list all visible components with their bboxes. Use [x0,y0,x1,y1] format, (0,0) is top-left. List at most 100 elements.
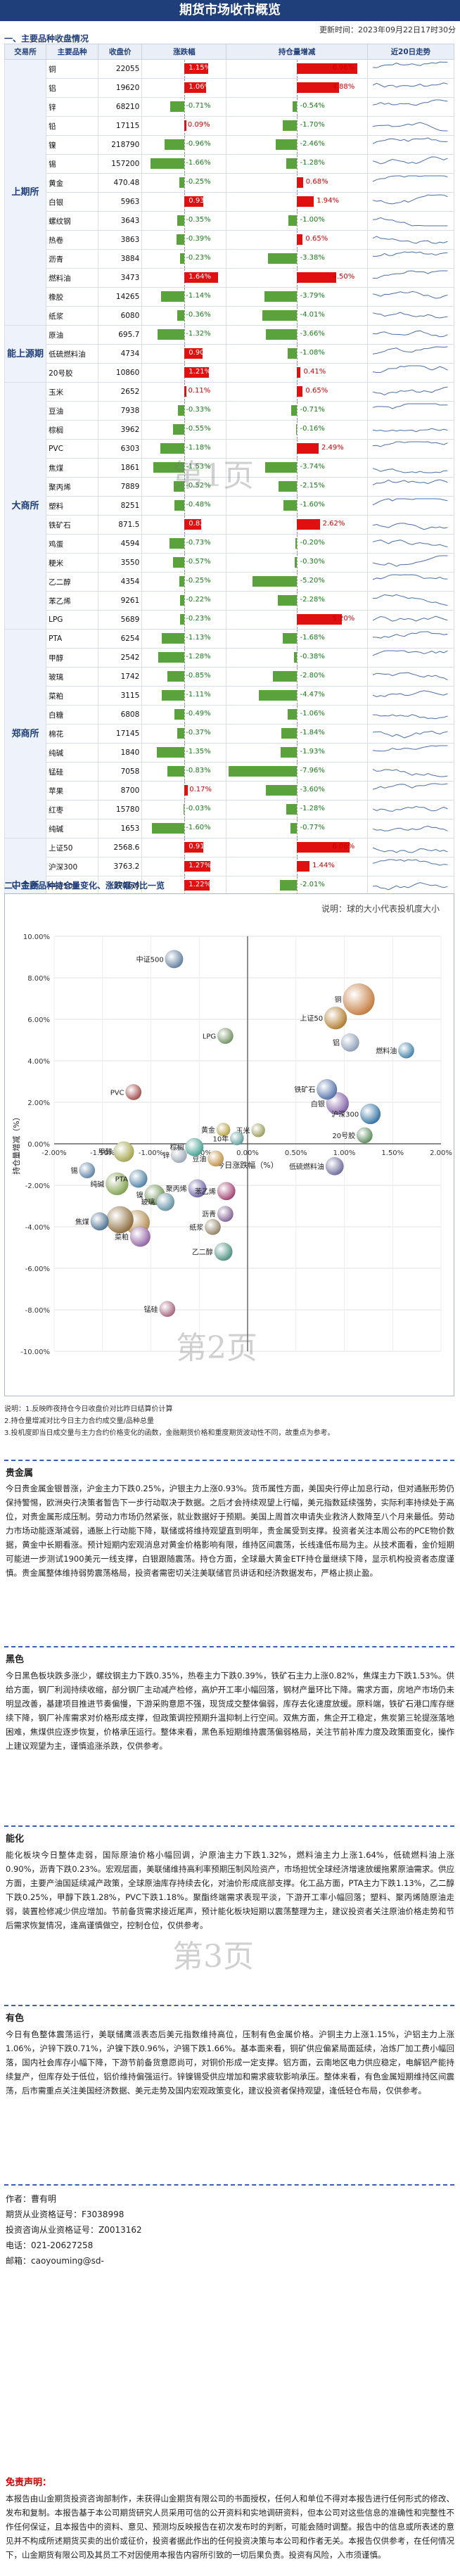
oi-cell: 1.44% [226,857,368,876]
bubble-label: 棕榈 [170,1143,184,1152]
oi-bar [281,728,298,739]
trend-cell [366,420,455,440]
oi-value: -2.80% [300,672,325,680]
change-value: 1.21% [189,368,212,376]
product-name: 乙二醇 [46,572,99,592]
change-bar [157,747,185,758]
trend-cell [366,553,455,573]
change-bar [184,272,218,283]
change-value: -0.55% [186,425,211,433]
exchange-cell: 上期所 [4,59,47,326]
zero-line [184,98,186,116]
product-name: 镍 [46,135,99,155]
trend-sparkline [372,270,448,279]
change-bar [177,310,185,321]
oi-value: -1.70% [300,121,325,129]
quote-table-header: 交易所 主要品种 收盘价 涨跌幅 持仓量增减 近20日走势 [4,44,455,60]
zero-line [297,668,298,686]
oi-bar [297,196,314,207]
bubble-point [398,1042,414,1059]
oi-value: -2.01% [300,881,325,888]
trend-line [372,769,448,777]
change-cell: 0.90% [141,344,227,364]
bubble-label: 聚丙烯 [166,1184,187,1193]
trend-line [372,498,448,506]
change-value: -0.33% [186,406,211,414]
change-bar [184,82,207,93]
zero-line [297,876,298,895]
change-cell: -1.14% [141,287,227,307]
divider [4,1825,454,1827]
close-price: 695.7 [98,325,143,345]
exchange-cell: 郑商所 [4,629,47,839]
zero-line [184,459,186,477]
close-price: 6080 [98,306,143,326]
close-price: 3473 [98,268,143,288]
oi-cell: 5.20% [226,610,368,630]
trend-sparkline [372,217,448,227]
change-bar [179,595,185,606]
oi-bar [280,747,298,758]
bubble-point [125,1084,142,1100]
close-price: 2568.6 [98,838,143,857]
change-bar [153,462,185,473]
email: 邮箱：caoyouming@sd- [6,2256,104,2266]
trend-cell [366,306,455,326]
oi-bar [297,386,303,397]
bubble-label: 锌 [162,1151,170,1160]
close-price: 6254 [98,629,143,649]
table-row: 镍 218790 -0.96% -2.46% [5,135,455,155]
trend-line [372,137,448,144]
table-row: 20号胶 10860 1.21% 0.41% [5,363,455,383]
trend-sparkline [372,672,448,680]
trend-cell [366,477,455,497]
y-tick-label: -6.00% [25,1265,50,1273]
oi-value: -1.06% [300,710,325,718]
zero-line [297,630,298,648]
trend-cell [366,439,455,459]
oi-cell: -1.93% [226,743,368,763]
change-bar [176,234,185,245]
change-cell: -0.25% [141,572,227,592]
oi-value: 0.65% [305,235,328,243]
table-row: 白糖 6808 -0.49% -1.06% [5,705,455,725]
table-row: 铝 19620 1.06% 4.88% [5,78,455,98]
oi-cell: -1.00% [226,211,368,231]
y-tick-label: -10.00% [20,1348,50,1356]
oi-cell: -2.46% [226,135,368,155]
change-cell: -1.66% [141,154,227,174]
zero-line [297,212,298,230]
bubble-point [106,1172,129,1196]
chart-notes: 说明：1.反映昨夜持仓今日收盘价对比昨日结算价计算 2.持仓量增减对比今日主力合… [4,1403,454,1439]
zero-line [297,497,298,515]
zero-line [184,706,186,724]
oi-value: 1.44% [312,862,335,869]
oi-value: 5.20% [332,615,355,623]
oi-bar [268,253,298,264]
trend-sparkline [372,122,448,132]
oi-bar [297,234,303,245]
trend-line [372,251,448,257]
change-value: -1.11% [186,691,211,699]
trend-cell [366,496,455,516]
trend-cell [366,819,455,839]
zero-line [297,706,298,724]
oi-cell: 0.41% [226,363,368,383]
oi-value: -0.54% [300,102,325,110]
change-bar [177,215,185,226]
table-row: 螺纹钢 3643 -0.35% -1.00% [5,211,455,231]
zero-line [297,136,298,154]
oi-bar [264,462,298,473]
change-bar [172,557,185,568]
trend-line [372,61,448,68]
product-name: 棕榈 [46,420,99,440]
oi-cell: -0.71% [226,401,368,421]
trend-sparkline [372,745,448,752]
bubble-point [79,1162,96,1179]
product-name: 中证500 [46,876,99,895]
change-cell: -0.85% [141,667,227,687]
trend-sparkline [372,769,448,777]
change-value: 1.27% [189,862,212,869]
trend-line [372,523,448,530]
trend-sparkline [372,847,448,853]
